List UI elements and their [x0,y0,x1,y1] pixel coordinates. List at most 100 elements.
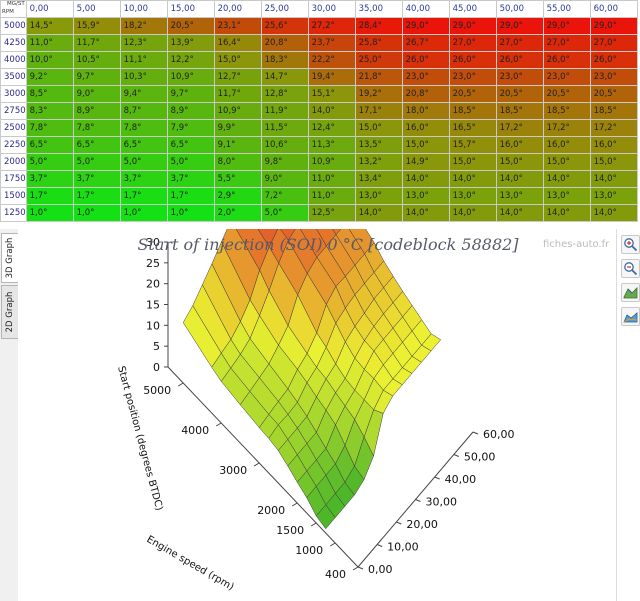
table-cell[interactable]: 14,0° [448,204,497,222]
table-cell[interactable]: 15,0° [542,153,591,171]
table-cell[interactable]: 22,2° [307,51,356,69]
table-cell[interactable]: 27,0° [448,34,497,52]
table-cell[interactable]: 26,0° [448,51,497,69]
table-cell[interactable]: 18,2° [119,17,168,35]
table-cell[interactable]: 2,9° [213,187,262,205]
table-cell[interactable]: 20,5° [589,85,638,103]
table-cell[interactable]: 5,5° [213,170,262,188]
table-cell[interactable]: 14,0° [401,170,450,188]
table-cell[interactable]: 5,0° [260,204,309,222]
table-cell[interactable]: 14,0° [307,102,356,120]
table-cell[interactable]: 1,7° [166,187,215,205]
table-cell[interactable]: 13,0° [589,187,638,205]
table-cell[interactable]: 13,4° [354,170,403,188]
table-cell[interactable]: 9,2° [25,68,74,86]
table-cell[interactable]: 16,0° [401,119,450,137]
table-cell[interactable]: 1,0° [119,204,168,222]
table-cell[interactable]: 23,0° [448,68,497,86]
table-cell[interactable]: 18,0° [401,102,450,120]
table-cell[interactable]: 15,7° [448,136,497,154]
table-cell[interactable]: 9,7° [72,68,121,86]
table-cell[interactable]: 16,0° [589,136,638,154]
table-cell[interactable]: 14,7° [260,68,309,86]
table-cell[interactable]: 9,8° [260,153,309,171]
table-cell[interactable]: 13,0° [401,187,450,205]
table-cell[interactable]: 14,0° [354,204,403,222]
table-cell[interactable]: 23,0° [542,68,591,86]
table-cell[interactable]: 17,2° [589,119,638,137]
table-cell[interactable]: 10,3° [119,68,168,86]
table-cell[interactable]: 3,7° [25,170,74,188]
table-cell[interactable]: 17,1° [354,102,403,120]
table-cell[interactable]: 15,0° [589,153,638,171]
table-cell[interactable]: 17,2° [495,119,544,137]
table-cell[interactable]: 10,9° [307,153,356,171]
table-cell[interactable]: 27,2° [307,17,356,35]
table-cell[interactable]: 26,0° [495,51,544,69]
table-cell[interactable]: 18,5° [542,102,591,120]
table-cell[interactable]: 23,0° [589,68,638,86]
table-cell[interactable]: 29,0° [589,17,638,35]
table-cell[interactable]: 9,0° [72,85,121,103]
table-cell[interactable]: 9,7° [166,85,215,103]
table-cell[interactable]: 20,5° [542,85,591,103]
table-cell[interactable]: 8,0° [213,153,262,171]
table-cell[interactable]: 6,5° [166,136,215,154]
table-cell[interactable]: 6,5° [119,136,168,154]
table-cell[interactable]: 8,9° [166,102,215,120]
table-cell[interactable]: 18,5° [448,102,497,120]
table-cell[interactable]: 18,3° [260,51,309,69]
table-cell[interactable]: 18,5° [589,102,638,120]
table-cell[interactable]: 27,0° [495,34,544,52]
table-cell[interactable]: 26,7° [401,34,450,52]
table-cell[interactable]: 13,2° [354,153,403,171]
table-cell[interactable]: 13,0° [495,187,544,205]
table-cell[interactable]: 16,5° [448,119,497,137]
zoom-in-button[interactable] [621,235,640,254]
table-cell[interactable]: 27,0° [542,34,591,52]
table-cell[interactable]: 6,5° [25,136,74,154]
table-cell[interactable]: 12,8° [260,85,309,103]
table-cell[interactable]: 7,2° [260,187,309,205]
table-cell[interactable]: 9,0° [260,170,309,188]
table-cell[interactable]: 10,9° [166,68,215,86]
graph-3d-panel[interactable]: 0 5 10 15 20 25 30 400 1000 1500 2000 3000 4000 5000 0… [18,229,615,601]
rotate-surface-button[interactable] [621,283,640,302]
zoom-out-button[interactable] [621,259,640,278]
table-cell[interactable]: 14,0° [495,204,544,222]
table-cell[interactable]: 29,0° [448,17,497,35]
table-cell[interactable]: 29,0° [401,17,450,35]
table-cell[interactable]: 14,0° [401,204,450,222]
table-cell[interactable]: 12,3° [119,34,168,52]
table-cell[interactable]: 11,5° [260,119,309,137]
table-cell[interactable]: 1,0° [25,204,74,222]
table-cell[interactable]: 7,8° [25,119,74,137]
table-cell[interactable]: 10,9° [213,102,262,120]
table-cell[interactable]: 1,0° [72,204,121,222]
table-cell[interactable]: 2,0° [213,204,262,222]
table-cell[interactable]: 11,3° [307,136,356,154]
table-cell[interactable]: 26,0° [589,51,638,69]
table-cell[interactable]: 19,2° [354,85,403,103]
table-cell[interactable]: 8,7° [119,102,168,120]
table-cell[interactable]: 15,0° [401,136,450,154]
table-cell[interactable]: 16,0° [542,136,591,154]
table-cell[interactable]: 20,5° [448,85,497,103]
table-cell[interactable]: 12,4° [307,119,356,137]
table-cell[interactable]: 29,0° [495,17,544,35]
table-cell[interactable]: 13,9° [166,34,215,52]
table-cell[interactable]: 25,6° [260,17,309,35]
table-cell[interactable]: 25,0° [354,51,403,69]
tab-3d-graph[interactable]: 3D Graph [1,233,19,283]
table-cell[interactable]: 26,0° [401,51,450,69]
table-cell[interactable]: 3,7° [72,170,121,188]
table-cell[interactable]: 28,4° [354,17,403,35]
table-cell[interactable]: 21,8° [354,68,403,86]
table-cell[interactable]: 16,4° [213,34,262,52]
table-cell[interactable]: 15,0° [213,51,262,69]
table-cell[interactable]: 11,1° [119,51,168,69]
table-cell[interactable]: 1,0° [166,204,215,222]
table-cell[interactable]: 10,5° [72,51,121,69]
table-cell[interactable]: 8,3° [25,102,74,120]
table-cell[interactable]: 17,2° [542,119,591,137]
